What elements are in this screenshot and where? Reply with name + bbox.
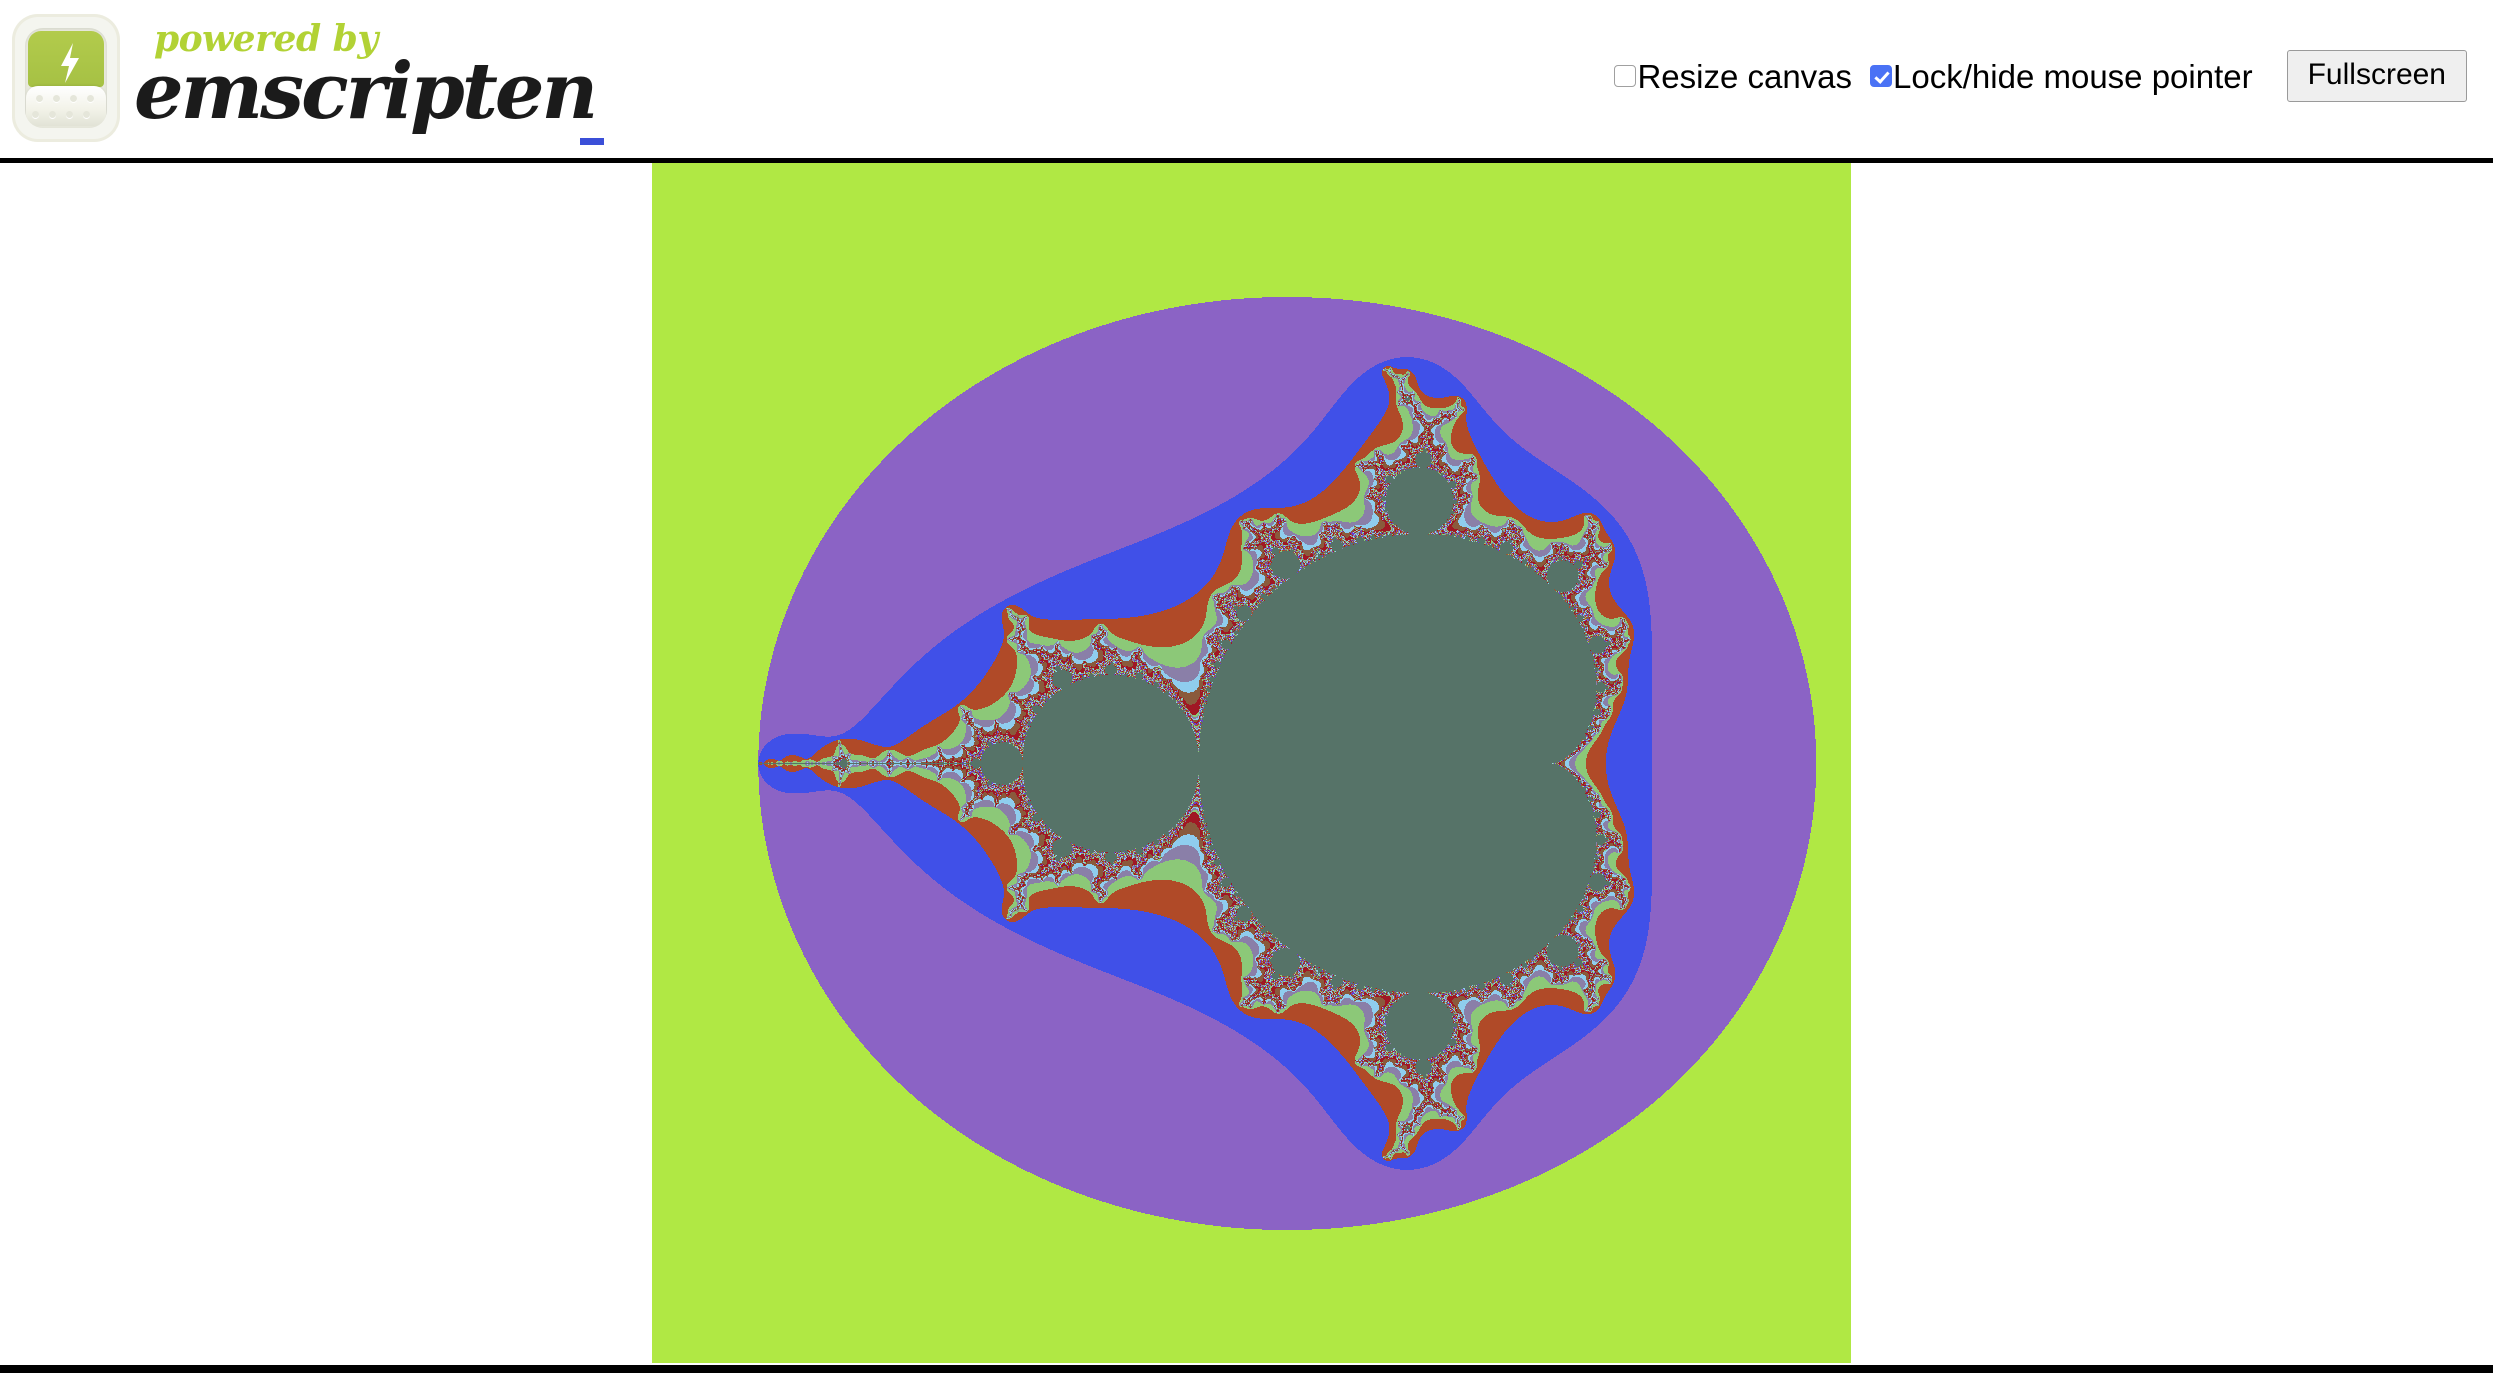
resize-canvas-control[interactable]: Resize canvas — [1614, 60, 1852, 93]
lock-pointer-label: Lock/hide mouse pointer — [1893, 57, 2253, 95]
logo-keypad — [26, 86, 106, 126]
logo-wordmark: powered by emscripten — [134, 10, 598, 140]
lock-pointer-checkbox[interactable] — [1870, 65, 1893, 87]
emscripten-wordmark-text: emscripten — [134, 46, 598, 137]
powered-by-text: powered by — [154, 18, 378, 60]
lightning-bolt-icon — [61, 43, 79, 83]
mandelbrot-canvas[interactable] — [652, 163, 1851, 1363]
canvas-controls: Resize canvas Lock/hide mouse pointer Fu… — [1614, 50, 2467, 102]
emscripten-logo-icon — [12, 14, 120, 142]
fullscreen-button[interactable]: Fullscreen — [2286, 50, 2467, 102]
lock-pointer-control[interactable]: Lock/hide mouse pointer — [1870, 60, 2253, 93]
emscripten-logo: powered by emscripten — [8, 6, 598, 146]
header-divider — [0, 158, 2493, 163]
page-header: powered by emscripten Resize canvas Lock… — [0, 0, 2493, 160]
logo-icon-body — [25, 28, 107, 128]
resize-canvas-checkbox[interactable] — [1614, 65, 1637, 87]
logo-screen — [28, 31, 104, 87]
status-link[interactable] — [580, 138, 604, 145]
bottom-divider — [0, 1365, 2493, 1373]
resize-canvas-label: Resize canvas — [1637, 57, 1853, 95]
canvas-container[interactable] — [652, 163, 1851, 1363]
